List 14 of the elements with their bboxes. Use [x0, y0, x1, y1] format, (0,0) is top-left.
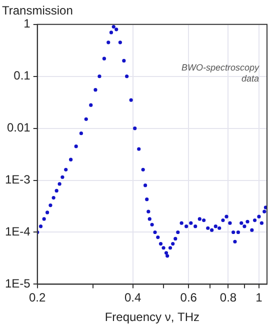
x-tick-label: 0.6: [180, 290, 198, 305]
y-axis-title: Transmission: [2, 4, 73, 18]
y-tick-label: 1E-4: [4, 224, 31, 239]
x-tick-label: 1: [256, 290, 263, 305]
y-tick-label: 0.01: [6, 120, 31, 135]
x-tick-label: 0.2: [29, 290, 46, 305]
y-tick-label: 1E-5: [4, 276, 31, 291]
y-tick-label: 1E-3: [4, 172, 31, 187]
x-tick-label: 0.4: [124, 290, 142, 305]
y-tick-label: 1: [24, 16, 31, 31]
y-tick-label: 0.1: [14, 68, 31, 83]
annotation: BWO-spectroscopy data: [181, 62, 260, 84]
x-tick-label: 0.8: [220, 290, 237, 305]
x-axis-title: Frequency ν, THz: [104, 310, 200, 324]
